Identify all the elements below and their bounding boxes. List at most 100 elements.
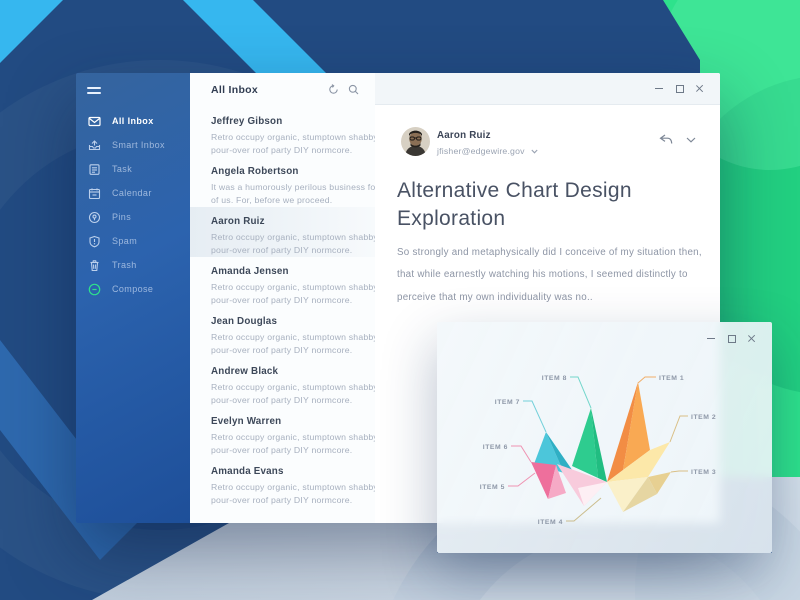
sidebar-item-label: All Inbox	[112, 116, 154, 126]
maximize-button[interactable]	[675, 84, 684, 93]
bg-green-circle-dark	[670, 75, 800, 395]
minimize-button[interactable]	[707, 334, 716, 343]
sidebar-item-spam[interactable]: Spam	[76, 229, 190, 253]
sidebar-nav: All Inbox Smart Inbox Task	[76, 109, 190, 301]
sender-avatar	[401, 127, 430, 156]
email-list-item[interactable]: Amanda Jensen Retro occupy organic, stum…	[190, 257, 375, 307]
leader-item-1	[637, 376, 656, 384]
reply-icon[interactable]	[659, 134, 673, 145]
chart-shape-item-4	[607, 477, 648, 512]
sender-email-dropdown[interactable]: jfisher@edgewire.gov	[437, 146, 538, 156]
compose-icon	[88, 283, 101, 296]
chart-label-item-5: ITEM 5	[480, 484, 505, 491]
email-sender: Jean Douglas	[211, 316, 278, 327]
email-preview: pour-over roof party DIY normcore.	[211, 245, 353, 255]
sidebar-item-label: Smart Inbox	[112, 140, 165, 150]
chart-shape-item-7-shade	[546, 432, 579, 480]
email-list-item[interactable]: Andrew Black Retro occupy organic, stump…	[190, 357, 375, 407]
email-preview: pour-over roof party DIY normcore.	[211, 145, 353, 155]
mail-icon	[88, 115, 101, 128]
sidebar-item-label: Task	[112, 164, 133, 174]
chart-shape-item-8-shade	[591, 408, 607, 482]
sidebar-item-compose[interactable]: Compose	[76, 277, 190, 301]
minimize-button[interactable]	[655, 84, 664, 93]
email-sender: Amanda Evans	[211, 466, 284, 477]
chart-shape-item-3	[648, 472, 671, 494]
sidebar-item-all-inbox[interactable]: All Inbox	[76, 109, 190, 133]
body-line: So strongly and metaphysically did I con…	[397, 247, 702, 258]
chart-shape-item-7	[534, 432, 564, 473]
email-preview: pour-over roof party DIY normcore.	[211, 295, 353, 305]
chart-label-item-3: ITEM 3	[691, 469, 716, 476]
mail-window-titlebar	[375, 73, 720, 105]
chart-shape-item-8	[572, 408, 598, 478]
chart-shape-item-6	[531, 462, 556, 499]
email-preview: Retro occupy organic, stumptown shabby c…	[211, 132, 375, 142]
sidebar-item-label: Spam	[112, 236, 138, 246]
refresh-icon[interactable]	[328, 84, 339, 95]
email-list-item[interactable]: Amanda Evans Retro occupy organic, stump…	[190, 457, 375, 507]
smart-inbox-icon	[88, 139, 101, 152]
list-title: All Inbox	[211, 84, 259, 96]
email-preview: of us. For, before we proceed.	[211, 195, 333, 205]
chart-label-item-6: ITEM 6	[483, 444, 508, 451]
hamburger-menu-icon[interactable]	[87, 84, 101, 94]
email-rows: Jeffrey Gibson Retro occupy organic, stu…	[190, 107, 375, 507]
chart-shape-item-1-shade	[607, 382, 638, 482]
trash-icon	[88, 259, 101, 272]
sidebar-item-smart-inbox[interactable]: Smart Inbox	[76, 133, 190, 157]
message-body: So strongly and metaphysically did I con…	[397, 242, 702, 309]
sender-name: Aaron Ruiz	[437, 130, 491, 141]
email-preview: pour-over roof party DIY normcore.	[211, 445, 353, 455]
chart-label-item-4: ITEM 4	[538, 519, 563, 526]
sidebar: All Inbox Smart Inbox Task	[76, 73, 190, 523]
email-sender: Amanda Jensen	[211, 266, 289, 277]
chart-label-item-2: ITEM 2	[691, 414, 716, 421]
chart-shape-item-5	[557, 464, 607, 506]
email-preview: Retro occupy organic, stumptown shabby c…	[211, 432, 375, 442]
email-preview: pour-over roof party DIY normcore.	[211, 345, 353, 355]
email-preview: Retro occupy organic, stumptown shabby c…	[211, 282, 375, 292]
close-button[interactable]	[695, 84, 704, 93]
message-subject: Alternative Chart Design Exploration	[397, 177, 632, 233]
origami-peak-chart: ITEM 8 ITEM 1 ITEM 7 ITEM 2 ITEM 6 ITEM …	[480, 375, 716, 526]
email-preview: Retro occupy organic, stumptown shabby c…	[211, 382, 375, 392]
email-sender: Angela Robertson	[211, 166, 299, 177]
email-preview: Retro occupy organic, stumptown shabby c…	[211, 332, 375, 342]
email-list-item-selected[interactable]: Aaron Ruiz Retro occupy organic, stumpto…	[190, 207, 375, 257]
email-sender: Andrew Black	[211, 366, 279, 377]
subject-line: Exploration	[397, 207, 506, 230]
pins-icon	[88, 211, 101, 224]
leader-item-6	[511, 445, 532, 463]
leader-item-8	[570, 376, 592, 409]
sidebar-item-pins[interactable]: Pins	[76, 205, 190, 229]
email-preview: It was a humorously perilous business fo…	[211, 182, 375, 192]
body-line: that while earnestly watching his motion…	[397, 269, 688, 281]
email-sender: Aaron Ruiz	[211, 216, 265, 227]
body-line: perceive that my own individuality was n…	[397, 291, 593, 303]
email-preview: Retro occupy organic, stumptown shabby c…	[211, 482, 375, 492]
calendar-icon	[88, 187, 101, 200]
email-list-item[interactable]: Evelyn Warren Retro occupy organic, stum…	[190, 407, 375, 457]
chart-shape-item-1	[623, 382, 650, 470]
email-list-item[interactable]: Angela Robertson It was a humorously per…	[190, 157, 375, 207]
leader-item-3	[670, 470, 688, 473]
bg-cyan-corner	[0, 0, 63, 63]
maximize-button[interactable]	[727, 334, 736, 343]
subject-line: Alternative Chart Design	[397, 179, 632, 202]
email-preview: pour-over roof party DIY normcore.	[211, 495, 353, 505]
email-preview: Retro occupy organic, stumptown shabby c…	[211, 232, 375, 242]
leader-item-5	[508, 472, 536, 487]
sidebar-item-trash[interactable]: Trash	[76, 253, 190, 277]
chart-shape-item-4-shade	[623, 477, 657, 512]
sidebar-item-label: Calendar	[112, 188, 152, 198]
task-icon	[88, 163, 101, 176]
search-icon[interactable]	[348, 84, 359, 95]
sidebar-item-task[interactable]: Task	[76, 157, 190, 181]
email-list-item[interactable]: Jeffrey Gibson Retro occupy organic, stu…	[190, 107, 375, 157]
more-chevron-icon[interactable]	[686, 137, 696, 143]
chart-shape-item-6-shade	[548, 465, 566, 499]
sidebar-item-calendar[interactable]: Calendar	[76, 181, 190, 205]
email-list-item[interactable]: Jean Douglas Retro occupy organic, stump…	[190, 307, 375, 357]
